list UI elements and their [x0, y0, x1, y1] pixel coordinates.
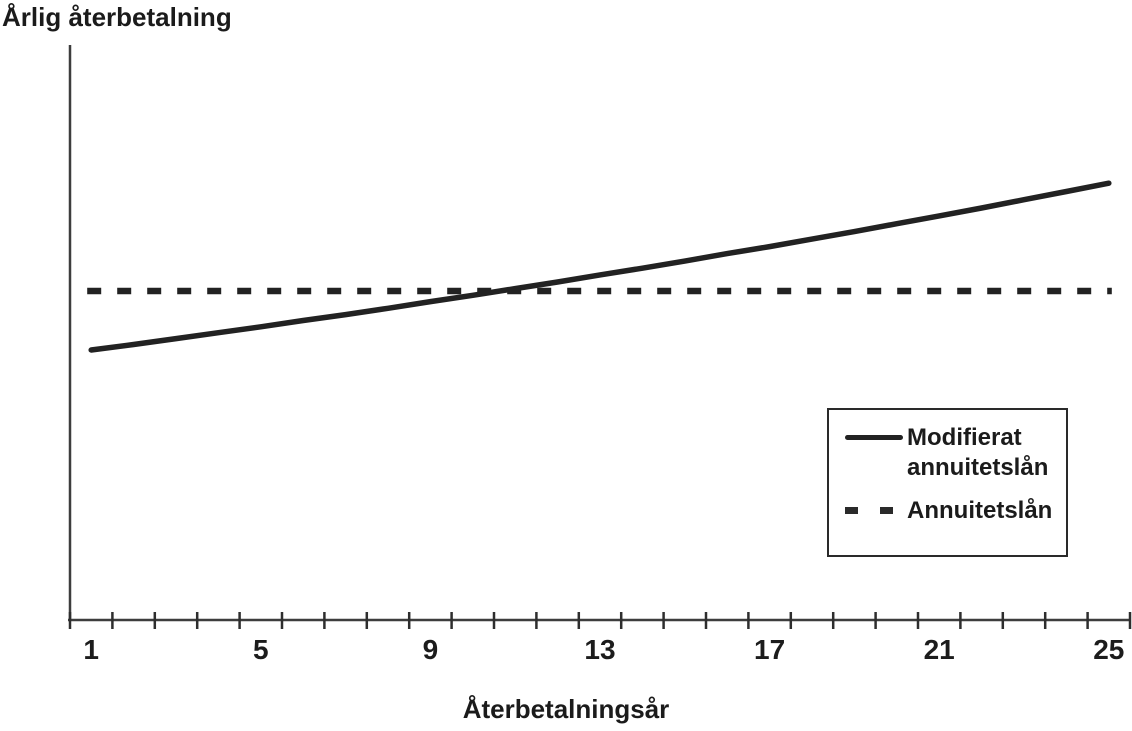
solid-line-swatch-icon — [845, 435, 903, 440]
x-tick-label: 17 — [754, 634, 785, 665]
x-tick-label: 5 — [253, 634, 269, 665]
x-tick-label: 9 — [423, 634, 439, 665]
dashed-line-swatch-icon — [845, 507, 903, 514]
legend-entry-annuitetslan: Annuitetslån — [845, 496, 1060, 526]
x-tick-label: 21 — [924, 634, 955, 665]
solid-series-modifierat — [88, 180, 1112, 353]
legend-label-modifierat: Modifierat annuitetslån — [907, 424, 1049, 481]
legend-box: Modifierat annuitetslån Annuitetslån — [827, 408, 1068, 557]
x-tick-label: 13 — [584, 634, 615, 665]
x-tick-label: 25 — [1093, 634, 1124, 665]
legend-label-annuitetslan: Annuitetslån — [907, 497, 1053, 524]
legend-entry-modifierat: Modifierat annuitetslån — [845, 423, 1060, 483]
x-tick-label: 1 — [83, 634, 99, 665]
y-axis-title: Årlig återbetalning — [2, 2, 232, 32]
x-axis-title: Återbetalningsår — [462, 694, 670, 724]
